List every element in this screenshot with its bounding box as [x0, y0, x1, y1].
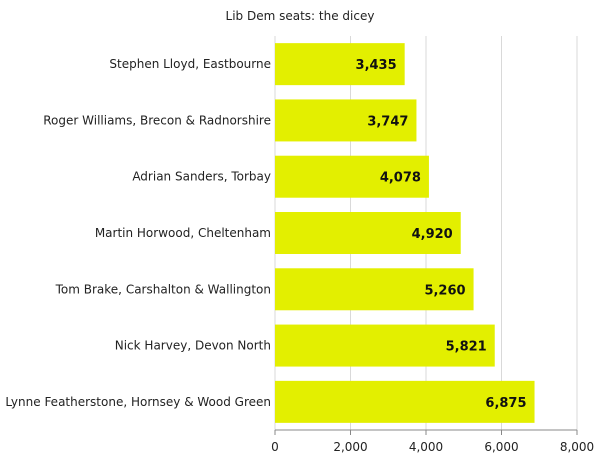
category-label: Nick Harvey, Devon North [115, 339, 271, 353]
x-tick-label: 6,000 [484, 440, 518, 454]
category-label: Roger Williams, Brecon & Radnorshire [43, 113, 271, 127]
bar [275, 43, 405, 86]
bar [275, 99, 417, 142]
bar [275, 380, 535, 423]
bar [275, 268, 474, 311]
bar [275, 324, 495, 367]
chart-title: Lib Dem seats: the dicey [225, 9, 375, 23]
category-label: Martin Horwood, Cheltenham [95, 226, 271, 240]
x-tick-label: 8,000 [560, 440, 594, 454]
bar [275, 155, 429, 198]
category-label: Adrian Sanders, Torbay [132, 170, 271, 184]
x-tick-label: 4,000 [409, 440, 443, 454]
bar [275, 212, 461, 254]
category-label: Tom Brake, Carshalton & Wallington [55, 282, 271, 296]
value-label: 3,747 [367, 114, 408, 129]
value-label: 3,435 [356, 58, 397, 73]
value-label: 4,920 [412, 227, 453, 242]
x-tick-label: 0 [271, 440, 279, 454]
x-tick-label: 2,000 [333, 440, 367, 454]
value-label: 6,875 [485, 396, 526, 411]
value-label: 5,821 [446, 340, 487, 355]
value-label: 5,260 [424, 283, 465, 298]
category-label: Stephen Lloyd, Eastbourne [109, 57, 271, 71]
category-label: Lynne Featherstone, Hornsey & Wood Green [5, 395, 271, 409]
value-label: 4,078 [380, 171, 421, 186]
